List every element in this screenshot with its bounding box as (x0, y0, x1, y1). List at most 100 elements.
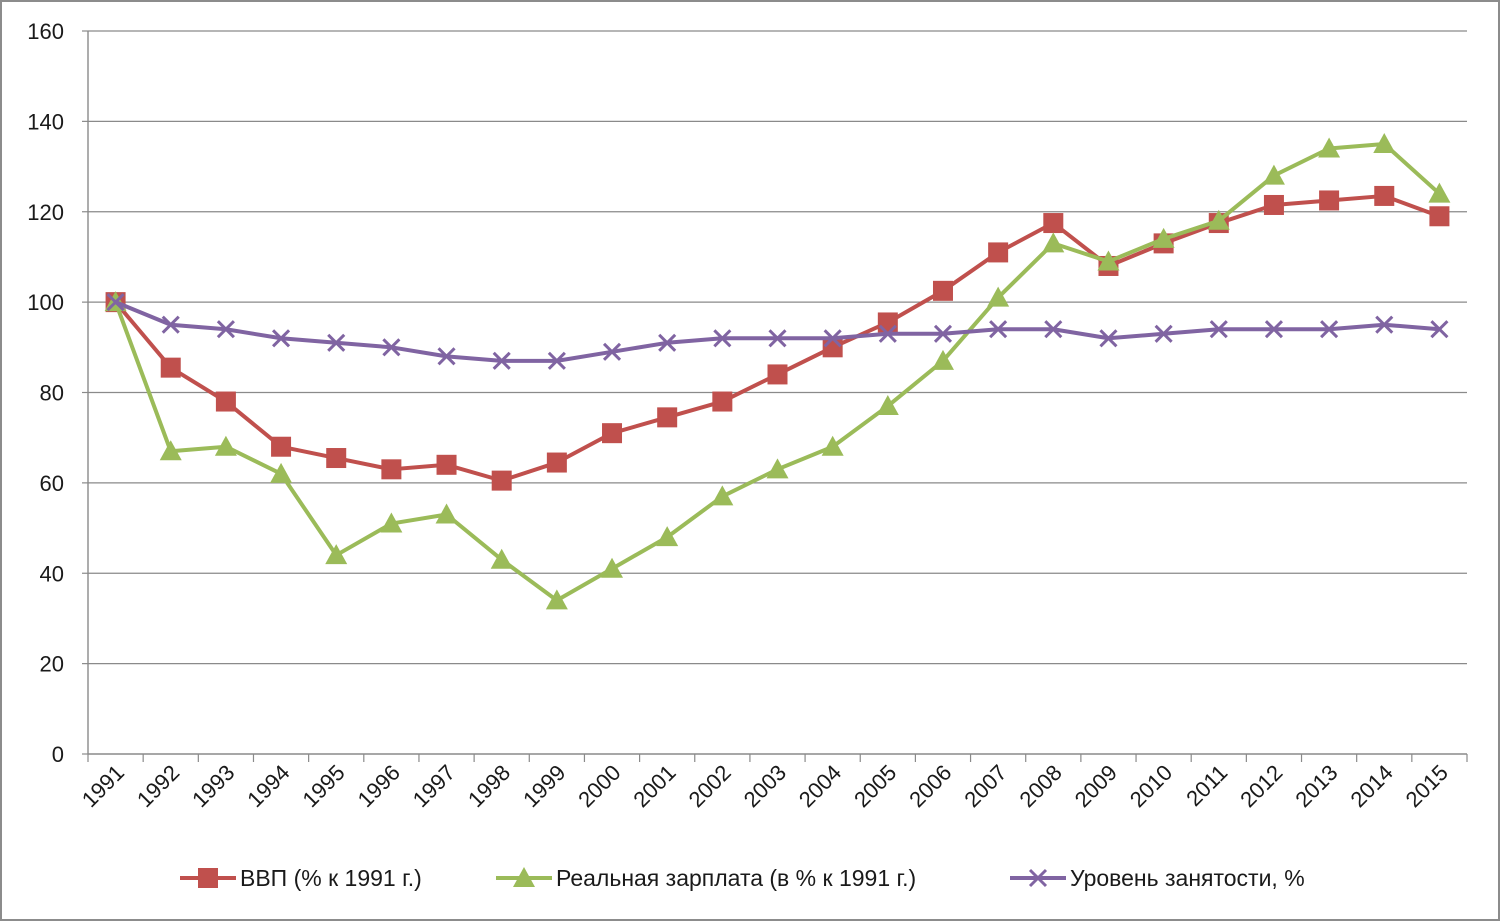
x-tick-label: 1996 (353, 760, 405, 812)
data-point-square (877, 312, 898, 333)
x-tick-label: 2001 (628, 760, 680, 812)
legend-label: Уровень занятости, % (1070, 865, 1305, 891)
legend-label: Реальная зарплата (в % к 1991 г.) (556, 865, 916, 891)
y-tick-label: 160 (27, 19, 64, 44)
x-tick-label: 2004 (794, 760, 846, 812)
data-point-triangle (821, 435, 844, 456)
x-tick-label: 2010 (1125, 760, 1177, 812)
data-point-square (1319, 190, 1340, 211)
y-axis-ticks: 0 20 40 60 80 100 120 140 160 (27, 19, 88, 767)
data-point-x (492, 351, 511, 370)
data-point-square (546, 452, 567, 473)
data-point-triangle (214, 435, 237, 456)
x-tick-label: 2007 (959, 760, 1011, 812)
data-point-x (713, 329, 732, 348)
data-point-x (933, 324, 953, 343)
y-tick-label: 40 (40, 561, 64, 586)
data-point-x (437, 347, 456, 366)
x-tick-label: 2008 (1015, 760, 1067, 812)
data-point-x (1320, 320, 1339, 339)
data-point-square (215, 391, 236, 412)
data-point-triangle (931, 349, 954, 370)
data-point-square (602, 423, 623, 444)
x-tick-label: 2006 (904, 760, 956, 812)
data-point-x (1430, 320, 1449, 339)
data-point-triangle (1318, 137, 1341, 158)
data-point-square (1374, 185, 1395, 206)
data-point-triangle (1097, 250, 1120, 271)
data-point-triangle (1428, 182, 1451, 203)
data-point-triangle (601, 557, 624, 578)
x-tick-label: 2015 (1401, 760, 1453, 812)
data-point-square (326, 448, 347, 469)
data-point-x (1044, 320, 1063, 339)
data-point-x (823, 329, 842, 348)
data-point-triangle (987, 286, 1010, 307)
data-point-x (768, 329, 787, 348)
data-point-square (712, 391, 733, 412)
x-tick-label: 2013 (1290, 760, 1342, 812)
data-series (104, 132, 1451, 610)
data-point-square (160, 357, 181, 378)
legend-marker (198, 868, 218, 888)
data-point-triangle (1207, 209, 1230, 230)
data-point-triangle (1152, 227, 1175, 248)
data-point-square (1263, 194, 1284, 215)
data-point-x (1264, 320, 1284, 339)
data-point-triangle (325, 544, 348, 565)
data-point-square (657, 407, 678, 428)
legend: ВВП (% к 1991 г.) Реальная зарплата (в % … (180, 865, 1305, 891)
data-point-triangle (1042, 232, 1065, 253)
x-tick-label: 1992 (132, 760, 184, 812)
x-tick-label: 2011 (1181, 760, 1232, 811)
x-tick-label: 1991 (77, 760, 129, 812)
data-point-x (1209, 320, 1228, 339)
data-point-x (327, 333, 346, 352)
data-point-x (602, 342, 622, 361)
data-point-square (1043, 213, 1064, 234)
data-point-square (932, 280, 953, 301)
x-tick-label: 1995 (297, 760, 349, 812)
data-point-x (161, 315, 180, 334)
x-tick-label: 2009 (1070, 760, 1122, 812)
data-point-x (106, 293, 125, 312)
x-tick-label: 2012 (1235, 760, 1287, 812)
x-tick-label: 2014 (1346, 760, 1398, 812)
x-tick-label: 2005 (849, 760, 901, 812)
data-point-triangle (766, 458, 789, 479)
x-tick-label: 2000 (573, 760, 625, 812)
legend-item: Уровень занятости, % (1010, 865, 1305, 891)
data-point-triangle (1373, 132, 1396, 153)
legend-item: ВВП (% к 1991 г.) (180, 865, 422, 891)
data-point-triangle (380, 512, 403, 533)
data-point-x (547, 351, 566, 370)
x-tick-label: 1993 (187, 760, 239, 812)
y-tick-label: 140 (27, 109, 64, 134)
data-point-triangle (270, 462, 293, 483)
gridlines (88, 30, 1467, 665)
x-tick-label: 2003 (739, 760, 791, 812)
data-point-square (1429, 206, 1450, 227)
x-tick-label: 2002 (684, 760, 736, 812)
data-point-triangle (159, 440, 182, 461)
series-line (114, 300, 1440, 363)
data-point-square (767, 364, 788, 385)
legend-marker (1028, 868, 1048, 888)
data-point-x (382, 338, 401, 357)
data-point-triangle (435, 503, 458, 524)
y-tick-label: 60 (40, 471, 64, 496)
data-point-x (1154, 324, 1173, 343)
series-triangle (104, 132, 1451, 610)
y-tick-label: 20 (40, 652, 64, 677)
data-point-x (271, 329, 291, 348)
data-point-triangle (656, 526, 679, 547)
data-point-triangle (876, 395, 899, 416)
data-point-x (1099, 329, 1118, 348)
data-point-x (878, 324, 897, 343)
y-tick-label: 120 (27, 200, 64, 225)
x-tick-label: 1994 (242, 760, 294, 812)
data-point-x (989, 320, 1008, 339)
x-tick-label: 1997 (408, 760, 460, 812)
legend-label: ВВП (% к 1991 г.) (240, 865, 422, 891)
